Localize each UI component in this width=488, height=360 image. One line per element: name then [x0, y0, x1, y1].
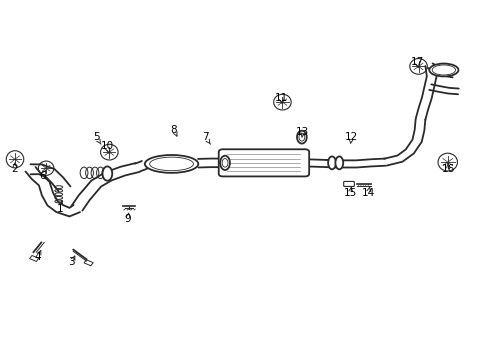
- Ellipse shape: [220, 156, 229, 170]
- Bar: [30, 256, 39, 261]
- Ellipse shape: [428, 64, 458, 76]
- Ellipse shape: [102, 166, 112, 181]
- FancyBboxPatch shape: [218, 149, 308, 176]
- Text: 17: 17: [409, 57, 423, 67]
- Text: 14: 14: [361, 188, 374, 198]
- FancyBboxPatch shape: [343, 181, 354, 186]
- Text: 7: 7: [202, 132, 208, 142]
- Text: 13: 13: [296, 127, 309, 137]
- Text: 3: 3: [68, 257, 75, 267]
- Ellipse shape: [327, 157, 335, 169]
- Text: 11: 11: [274, 93, 287, 103]
- Text: 9: 9: [124, 214, 131, 224]
- Text: 12: 12: [344, 132, 357, 142]
- Bar: [84, 260, 93, 266]
- Text: 5: 5: [93, 132, 100, 142]
- Text: 1: 1: [56, 203, 63, 213]
- Ellipse shape: [296, 131, 306, 144]
- Text: 4: 4: [35, 252, 41, 262]
- Ellipse shape: [335, 157, 343, 169]
- Ellipse shape: [144, 155, 198, 173]
- Text: 6: 6: [40, 171, 46, 181]
- Text: 16: 16: [441, 164, 454, 174]
- Text: 2: 2: [12, 164, 18, 174]
- Text: 8: 8: [170, 125, 177, 135]
- Text: 10: 10: [101, 141, 114, 151]
- Text: 15: 15: [343, 188, 356, 198]
